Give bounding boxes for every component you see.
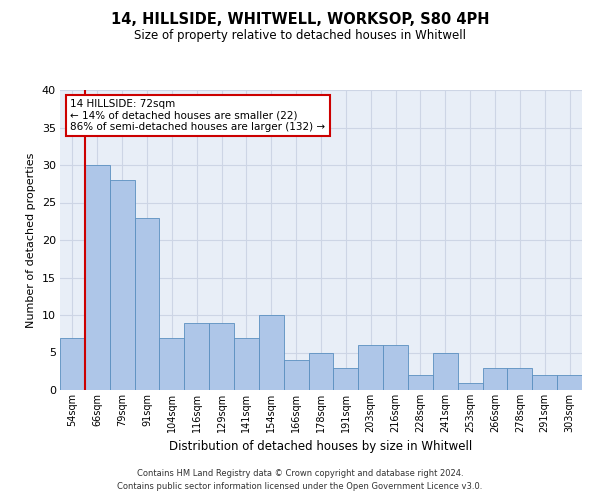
Text: Contains public sector information licensed under the Open Government Licence v3: Contains public sector information licen… [118,482,482,491]
X-axis label: Distribution of detached houses by size in Whitwell: Distribution of detached houses by size … [169,440,473,454]
Bar [209,322,234,390]
Bar [358,345,383,390]
Text: Size of property relative to detached houses in Whitwell: Size of property relative to detached ho… [134,29,466,42]
Bar [134,218,160,390]
Bar [160,338,184,390]
Text: Contains HM Land Registry data © Crown copyright and database right 2024.: Contains HM Land Registry data © Crown c… [137,468,463,477]
Bar [383,345,408,390]
Bar [110,180,134,390]
Bar [334,368,358,390]
Bar [408,375,433,390]
Bar [557,375,582,390]
Bar [508,368,532,390]
Bar [184,322,209,390]
Bar [308,352,334,390]
Bar [532,375,557,390]
Bar [284,360,308,390]
Text: 14 HILLSIDE: 72sqm
← 14% of detached houses are smaller (22)
86% of semi-detache: 14 HILLSIDE: 72sqm ← 14% of detached hou… [70,99,326,132]
Bar [60,338,85,390]
Bar [85,165,110,390]
Bar [458,382,482,390]
Bar [234,338,259,390]
Bar [433,352,458,390]
Bar [482,368,508,390]
Text: 14, HILLSIDE, WHITWELL, WORKSOP, S80 4PH: 14, HILLSIDE, WHITWELL, WORKSOP, S80 4PH [111,12,489,28]
Bar [259,315,284,390]
Y-axis label: Number of detached properties: Number of detached properties [26,152,36,328]
